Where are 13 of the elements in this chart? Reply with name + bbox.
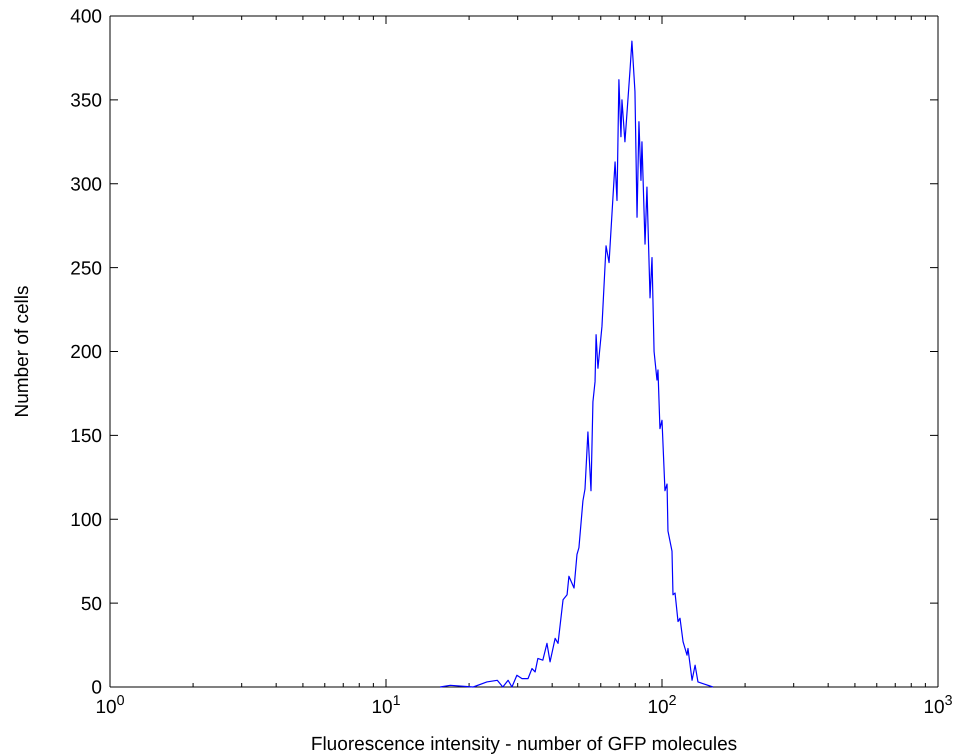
y-tick-label: 400: [70, 6, 102, 28]
x-tick-label: 10$^{1}$: [371, 693, 401, 718]
x-tick-label: 10$^{3}$: [923, 693, 953, 718]
y-tick-label: 300: [70, 174, 102, 196]
y-tick-label: 50: [80, 594, 102, 615]
x-tick-label: 10$^{2}$: [647, 693, 677, 718]
y-tick-label: 250: [70, 258, 102, 280]
x-axis-title: Fluorescence intensity - number of GFP molecules: [310, 734, 738, 755]
y-tick-label: 100: [70, 510, 102, 531]
y-tick-label: 200: [70, 342, 102, 364]
y-tick-label: 150: [70, 426, 102, 448]
y-tick-label: 350: [70, 90, 102, 112]
y-axis-title: Number of cells: [12, 286, 33, 418]
